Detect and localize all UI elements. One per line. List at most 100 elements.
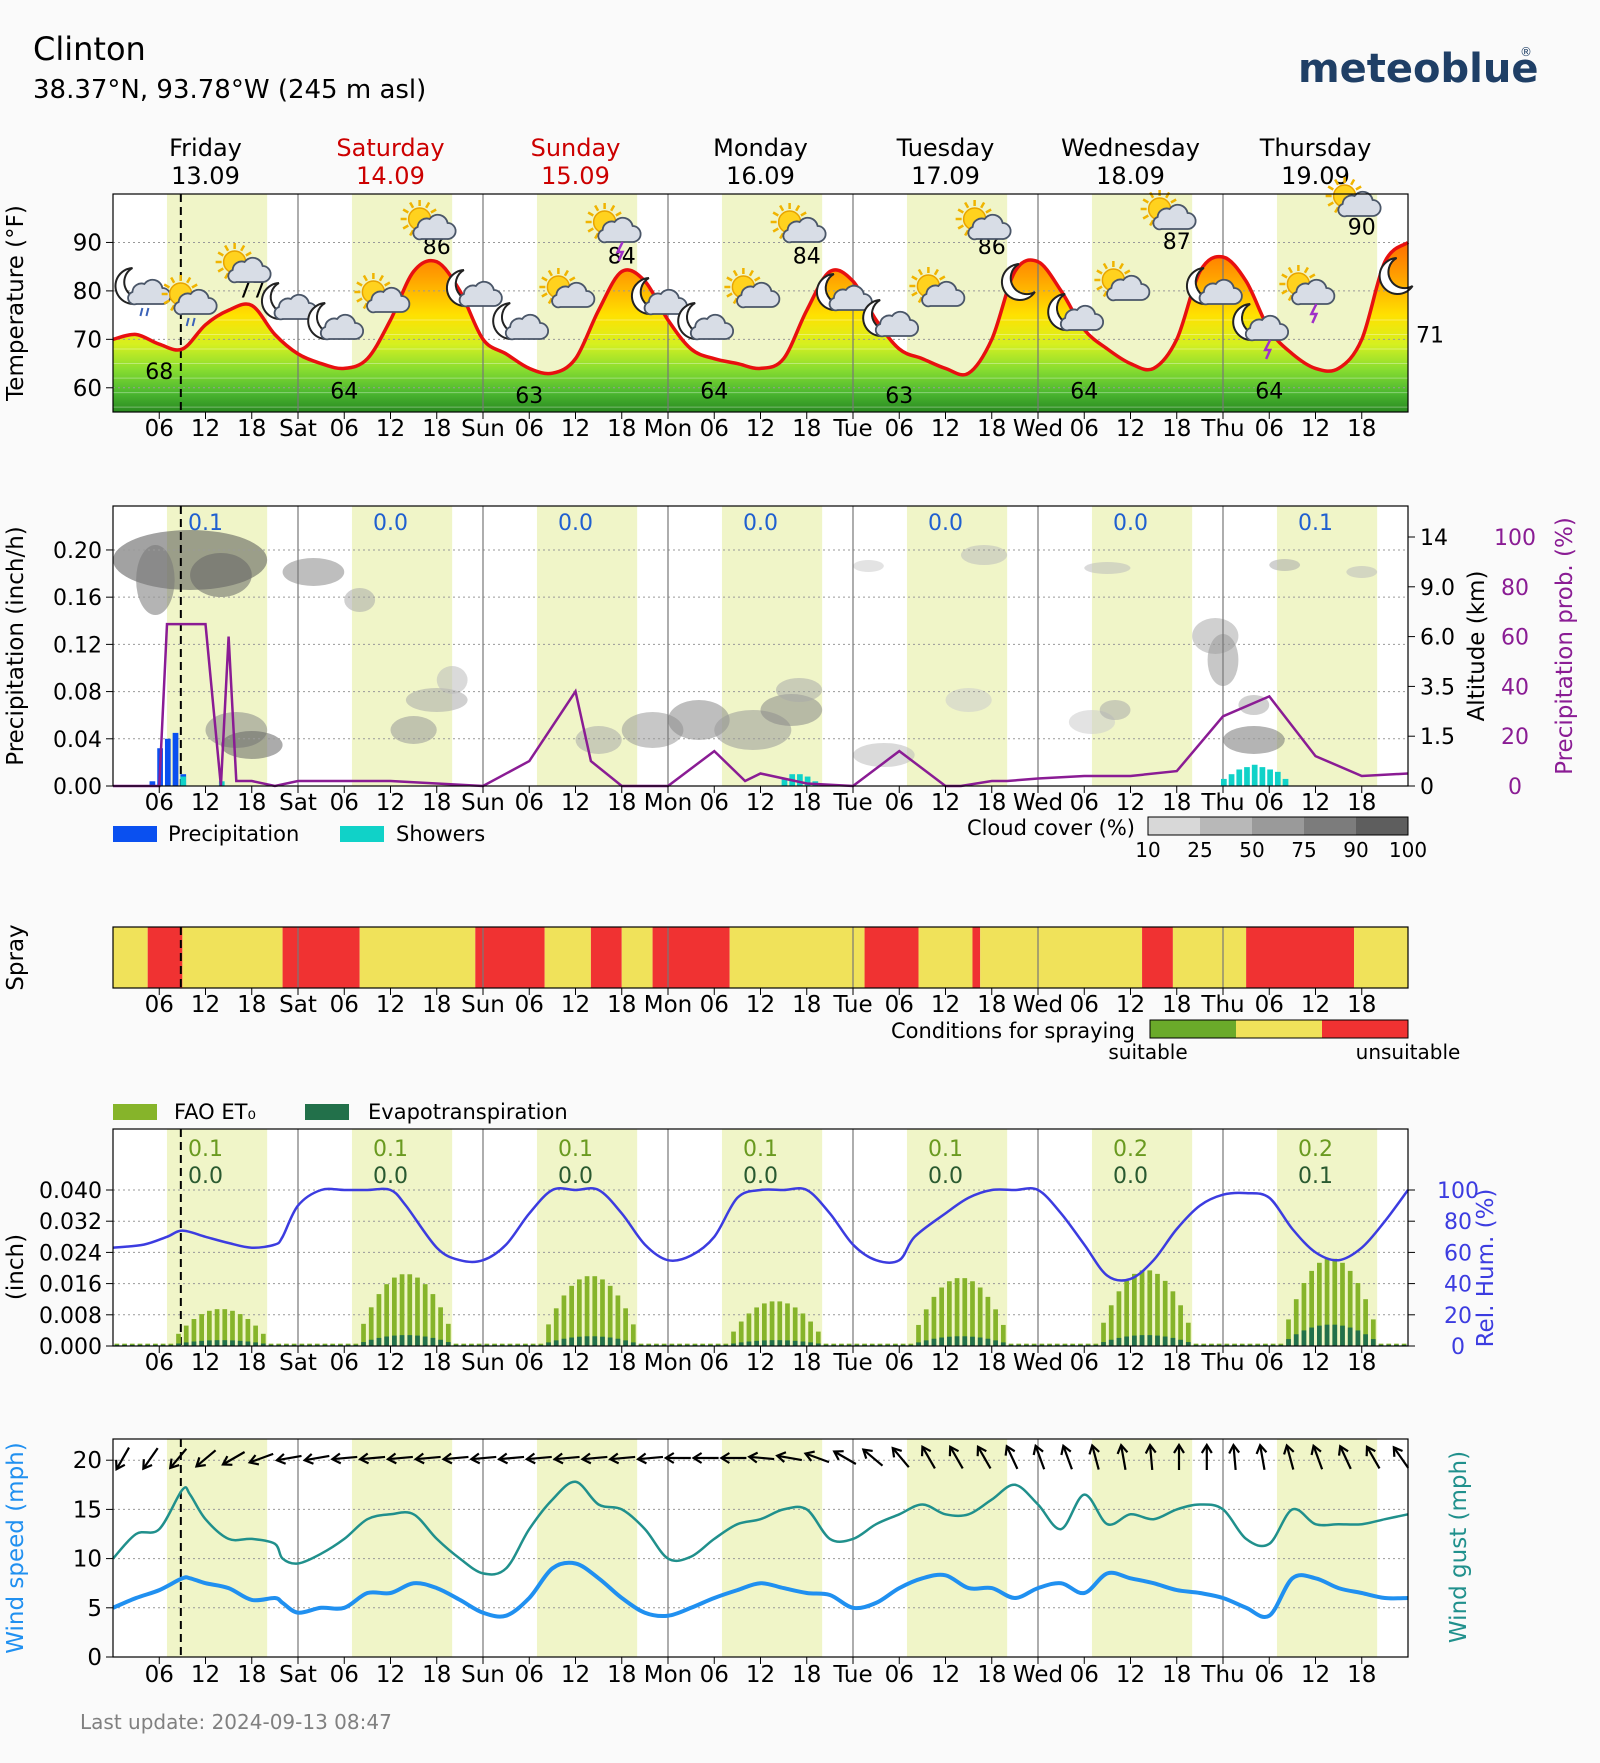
sun-ray <box>1309 273 1316 279</box>
arrow-shaft <box>170 1448 188 1468</box>
cloud-shape <box>173 288 218 316</box>
fao-et0-bar <box>1347 1270 1353 1346</box>
temperature-label-max: 90 <box>1348 215 1376 240</box>
wind-direction-arrow <box>221 1451 246 1466</box>
last-update: Last update: 2024-09-13 08:47 <box>80 1710 392 1734</box>
arrow-head <box>413 1452 425 1465</box>
arrow-head <box>719 1452 730 1464</box>
cloud-cover-legend-swatch <box>1356 817 1408 835</box>
evapotranspiration-bar <box>1124 1336 1129 1346</box>
sun-ray <box>933 268 939 276</box>
arrow-head <box>524 1452 536 1465</box>
sun-ray <box>911 291 918 297</box>
x-tick-label: 06 <box>885 1350 914 1376</box>
daily-precipitation-total: 0.0 <box>558 511 593 536</box>
fao-et0-bar <box>260 1333 266 1346</box>
x-tick-label: 12 <box>191 790 220 816</box>
y-tick-label: 0.040 <box>39 1179 102 1204</box>
x-tick-label: Wed <box>1013 992 1063 1018</box>
fao-et0-bar <box>970 1281 975 1346</box>
cloud-shape <box>319 313 364 341</box>
wind-direction-arrow <box>861 1448 884 1467</box>
wind-direction-arrow <box>1088 1443 1100 1470</box>
fao-et0-bar <box>1185 1322 1191 1346</box>
fao-et0-bar <box>1301 1283 1307 1346</box>
fao-et0-bar <box>962 1278 968 1346</box>
arrow-shaft <box>1034 1446 1046 1470</box>
x-tick-label: 06 <box>330 1350 359 1376</box>
cloud-cover-legend-swatch <box>1252 817 1304 835</box>
sun-ray <box>1287 266 1293 274</box>
x-tick-label: 12 <box>1301 1662 1330 1688</box>
evapotranspiration-bar <box>1347 1327 1353 1346</box>
evapotranspiration-bar <box>808 1342 813 1346</box>
fao-et0-bar <box>985 1296 991 1346</box>
evapotranspiration-bar <box>607 1337 613 1346</box>
fao-et0-bar <box>1101 1322 1106 1346</box>
evapotranspiration-bar <box>600 1336 605 1346</box>
x-tick-label: Sat <box>279 790 317 816</box>
arrow-head <box>1310 1443 1322 1456</box>
lightning-bolt <box>615 241 625 262</box>
arrow-head <box>891 1446 903 1458</box>
x-tick-label: 06 <box>700 790 729 816</box>
wind-direction-arrow <box>1283 1443 1295 1470</box>
spray-legend-low-label: suitable <box>1108 1040 1187 1064</box>
daily-evapotranspiration-total: 0.0 <box>558 1164 593 1189</box>
y-tick-label: 80 <box>73 279 102 305</box>
x-tick-label: Tue <box>832 790 872 816</box>
evapotranspiration-bar <box>1162 1336 1168 1346</box>
cloud-cover-patch <box>1269 559 1301 571</box>
moon-cloud-icon <box>677 302 734 341</box>
sun-ray <box>800 211 807 217</box>
evapotranspiration-bar <box>199 1340 204 1346</box>
arrow-head <box>1200 1442 1213 1454</box>
x-tick-label: 12 <box>1116 416 1145 442</box>
arrow-head <box>1228 1442 1241 1454</box>
fao-et0-bar <box>1000 1324 1006 1346</box>
wind-direction-arrow <box>469 1452 497 1465</box>
y-tick-label: 0.08 <box>53 681 102 706</box>
x-tick-label: 06 <box>700 1662 729 1688</box>
sun-cloud-icon <box>955 200 1012 241</box>
x-tick-label: 06 <box>700 992 729 1018</box>
wind-direction-arrow <box>168 1448 188 1470</box>
sun-ray <box>1327 201 1334 207</box>
moon-cloud-rain-icon <box>114 267 172 317</box>
evapotranspiration-bar <box>1355 1330 1361 1346</box>
fao-et0-bar <box>553 1308 559 1346</box>
arrow-head <box>274 1453 287 1465</box>
arrow-head <box>1088 1443 1100 1455</box>
y-tick-label: 0.20 <box>53 539 102 564</box>
temperature-label-min: 63 <box>885 384 913 409</box>
lightning-bolt <box>1263 339 1273 360</box>
sun-cloud-storm-icon <box>585 203 642 262</box>
x-tick-label: 06 <box>145 992 174 1018</box>
daylight-band <box>1276 1439 1378 1657</box>
day-name: Thursday <box>1259 134 1372 162</box>
moon-icon <box>1378 257 1414 295</box>
daylight-band <box>351 1439 453 1657</box>
x-tick-label: Sat <box>279 1350 317 1376</box>
spray-segment-unsuitable <box>864 927 919 988</box>
fao-et0-bar <box>1363 1299 1368 1346</box>
sun-ray <box>1303 266 1309 274</box>
x-tick-label: 06 <box>700 416 729 442</box>
x-tick-label: Sat <box>279 992 317 1018</box>
arrow-shaft <box>333 1455 358 1461</box>
arrow-head <box>663 1452 675 1464</box>
arrow-shaft <box>196 1449 217 1467</box>
moon-cloud-icon <box>630 277 688 316</box>
arrow-shaft <box>921 1447 936 1469</box>
daily-fao-et0-total: 0.1 <box>558 1137 593 1162</box>
fao-et0-bar <box>592 1276 598 1346</box>
wind-direction-arrow <box>891 1446 910 1468</box>
temperature-label-min: 68 <box>145 360 173 385</box>
evapotranspiration-bar <box>731 1343 736 1346</box>
x-tick-label: 06 <box>1070 1662 1099 1688</box>
evapotranspiration-bar <box>985 1338 991 1346</box>
wind-direction-arrow <box>385 1452 413 1465</box>
fao-et0-bar <box>384 1284 389 1346</box>
x-tick-label: 12 <box>561 1350 590 1376</box>
evapotranspiration-bar <box>183 1342 189 1346</box>
